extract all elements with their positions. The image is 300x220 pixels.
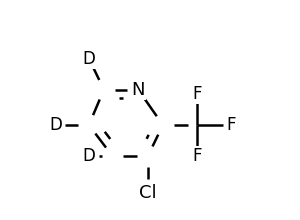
Text: F: F (192, 85, 202, 103)
Text: F: F (192, 147, 202, 165)
Text: D: D (82, 147, 95, 165)
Text: N: N (131, 81, 145, 99)
Text: D: D (49, 116, 62, 134)
Text: D: D (82, 50, 95, 68)
Text: Cl: Cl (139, 183, 157, 202)
Text: F: F (227, 116, 236, 134)
